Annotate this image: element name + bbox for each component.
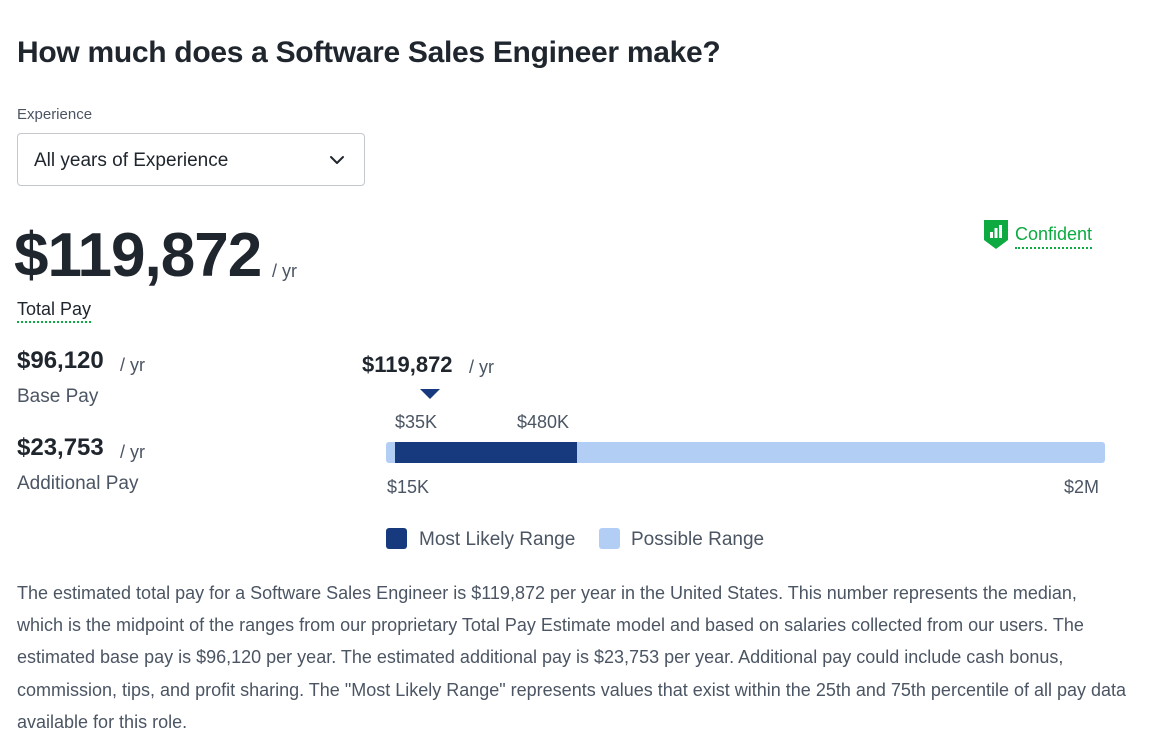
median-marker-label: $119,872: [362, 352, 453, 377]
base-pay-period: / yr: [120, 355, 145, 375]
confidence-label: Confident: [1015, 224, 1093, 249]
legend-label-likely: Most Likely Range: [419, 529, 576, 550]
likely-range-low-label: $35K: [395, 412, 438, 432]
total-pay-period: / yr: [272, 261, 297, 281]
likely-range-high-label: $480K: [517, 412, 570, 432]
possible-range-high-label: $2M: [1064, 477, 1100, 497]
chevron-down-icon: [330, 156, 344, 164]
total-pay-label[interactable]: Total Pay: [17, 299, 92, 323]
bar-chart-shield-icon: [984, 220, 1008, 249]
likely-range-bar: [395, 442, 577, 463]
experience-select[interactable]: All years of Experience: [17, 133, 365, 186]
possible-range-low-label: $15K: [387, 477, 430, 497]
pay-description: The estimated total pay for a Software S…: [17, 583, 1127, 732]
total-pay-amount: $119,872: [14, 221, 262, 290]
legend-swatch-likely: [386, 528, 407, 549]
page-title: How much does a Software Sales Engineer …: [17, 36, 721, 69]
median-marker-period: / yr: [469, 357, 494, 377]
median-marker-arrow: [420, 389, 440, 399]
experience-label: Experience: [17, 106, 93, 123]
base-pay-label: Base Pay: [17, 386, 99, 407]
additional-pay-period: / yr: [120, 442, 145, 462]
base-pay-amount: $96,120: [17, 347, 104, 374]
additional-pay-label: Additional Pay: [17, 473, 139, 494]
additional-pay-amount: $23,753: [17, 434, 104, 461]
experience-select-value: All years of Experience: [34, 150, 229, 171]
legend-label-possible: Possible Range: [631, 529, 765, 550]
legend-swatch-possible: [599, 528, 620, 549]
